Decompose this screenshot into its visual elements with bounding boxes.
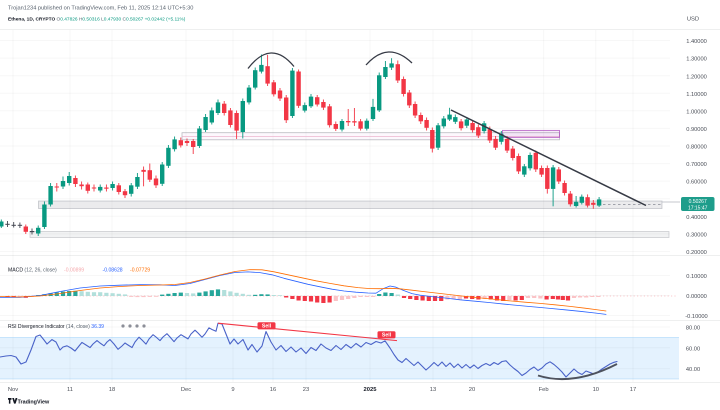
svg-text:MACD (12, 26, close): MACD (12, 26, close): [8, 267, 57, 273]
svg-text:-0.00899: -0.00899: [64, 267, 84, 273]
svg-text:18: 18: [109, 387, 115, 393]
svg-text:1.00000: 1.00000: [686, 109, 707, 115]
svg-text:-0.08628: -0.08628: [103, 267, 123, 273]
svg-text:0.90000: 0.90000: [686, 127, 707, 133]
svg-text:2025: 2025: [364, 387, 378, 393]
svg-text:80.00: 80.00: [686, 326, 700, 332]
svg-text:Feb: Feb: [539, 387, 549, 393]
svg-text:Sell: Sell: [382, 333, 392, 339]
svg-text:9: 9: [231, 387, 234, 393]
svg-text:0.40000: 0.40000: [686, 215, 707, 221]
svg-text:1.10000: 1.10000: [686, 92, 707, 98]
svg-text:13: 13: [430, 387, 436, 393]
svg-text:Ethena, 1D, CRYPTO O0.47826 H0: Ethena, 1D, CRYPTO O0.47826 H0.50316 L0.…: [8, 17, 186, 23]
svg-text:USD: USD: [687, 17, 699, 23]
svg-text:16: 16: [270, 387, 276, 393]
svg-text:0.60000: 0.60000: [686, 180, 707, 186]
svg-text:0.20000: 0.20000: [686, 250, 707, 256]
svg-text:23: 23: [303, 387, 309, 393]
svg-text:17:15:47: 17:15:47: [688, 206, 708, 212]
svg-text:0.10000: 0.10000: [686, 274, 707, 280]
svg-text:-0.10000: -0.10000: [685, 314, 707, 320]
svg-text:RSI Divergence Indicator (14,: RSI Divergence Indicator (14, close) 36.…: [8, 324, 104, 330]
svg-text:10: 10: [593, 387, 599, 393]
svg-text:20: 20: [469, 387, 475, 393]
svg-text:0.70000: 0.70000: [686, 162, 707, 168]
svg-text:1.20000: 1.20000: [686, 74, 707, 80]
svg-text:1.40000: 1.40000: [686, 39, 707, 45]
svg-text:17: 17: [630, 387, 636, 393]
svg-text:Nov: Nov: [8, 387, 18, 393]
svg-text:0.80000: 0.80000: [686, 145, 707, 151]
svg-text:Sell: Sell: [262, 324, 272, 330]
svg-text:60.00: 60.00: [686, 346, 700, 352]
svg-text:40.00: 40.00: [686, 367, 700, 373]
svg-text:Trojan1234 published on Tradin: Trojan1234 published on TradingView.com,…: [8, 6, 193, 12]
svg-text:TradingView: TradingView: [18, 400, 50, 406]
svg-text:0.30000: 0.30000: [686, 233, 707, 239]
svg-text:0.50267: 0.50267: [689, 199, 707, 205]
svg-text:-0.07729: -0.07729: [130, 267, 150, 273]
svg-text:11: 11: [67, 387, 73, 393]
svg-text:1.30000: 1.30000: [686, 57, 707, 63]
svg-text:0.00000: 0.00000: [686, 294, 707, 300]
svg-text:Dec: Dec: [181, 387, 191, 393]
